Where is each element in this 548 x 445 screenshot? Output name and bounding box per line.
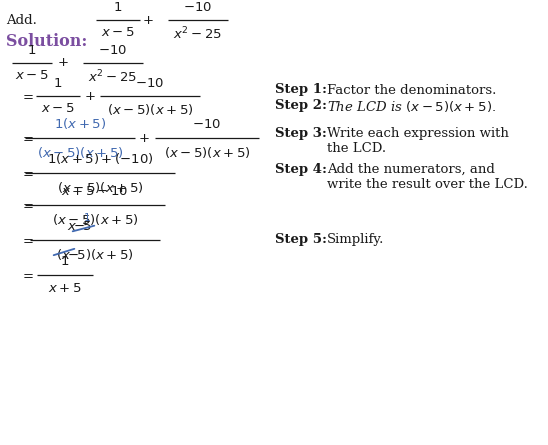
Text: $x^{2} - 25$: $x^{2} - 25$ — [174, 26, 222, 43]
Text: $1(x + 5)$: $1(x + 5)$ — [54, 116, 106, 131]
Text: $(x - 5)(x + 5)$: $(x - 5)(x + 5)$ — [107, 102, 193, 117]
Text: Step 5:: Step 5: — [275, 234, 327, 247]
Text: Simplify.: Simplify. — [327, 234, 384, 247]
Text: Step 1:: Step 1: — [275, 84, 327, 97]
Text: Step 2:: Step 2: — [275, 100, 327, 113]
Text: $(x\!\!-\!\!5)(x + 5)$: $(x\!\!-\!\!5)(x + 5)$ — [56, 247, 134, 262]
Text: $+$: $+$ — [57, 57, 69, 69]
Text: Step 4:: Step 4: — [275, 162, 327, 175]
Text: $x - 5$: $x - 5$ — [101, 26, 135, 39]
Text: $1(x + 5) + (-10)$: $1(x + 5) + (-10)$ — [47, 151, 153, 166]
Text: $-10$: $-10$ — [99, 44, 128, 57]
Text: Factor the denominators.: Factor the denominators. — [327, 84, 496, 97]
Text: $x^{2} - 25$: $x^{2} - 25$ — [88, 69, 138, 85]
Text: $(x - 5)(x + 5)$: $(x - 5)(x + 5)$ — [37, 145, 123, 160]
Text: $=$: $=$ — [20, 166, 34, 179]
Text: The LCD is $(x - 5)(x + 5).$: The LCD is $(x - 5)(x + 5).$ — [327, 98, 496, 113]
Text: $x + 5$: $x + 5$ — [48, 282, 82, 295]
Text: the LCD.: the LCD. — [327, 142, 386, 155]
Text: Add.: Add. — [6, 13, 37, 27]
Text: Solution:: Solution: — [6, 32, 87, 49]
Text: $+$: $+$ — [84, 89, 96, 102]
Text: Add the numerators, and: Add the numerators, and — [327, 162, 495, 175]
Text: $1$: $1$ — [113, 1, 123, 14]
Text: $+$: $+$ — [142, 13, 154, 27]
Text: $=$: $=$ — [20, 132, 34, 145]
Text: $-10$: $-10$ — [192, 118, 221, 131]
Text: $-10$: $-10$ — [184, 1, 213, 14]
Text: $1$: $1$ — [53, 77, 62, 90]
Text: write the result over the LCD.: write the result over the LCD. — [327, 178, 528, 190]
Text: $(x - 5)(x + 5)$: $(x - 5)(x + 5)$ — [164, 145, 250, 160]
Text: $-10$: $-10$ — [135, 77, 164, 90]
Text: $x\!\!-\!\!5$: $x\!\!-\!\!5$ — [67, 220, 93, 233]
Text: Step 3:: Step 3: — [275, 128, 327, 141]
Text: $(x - 5)(x + 5)$: $(x - 5)(x + 5)$ — [52, 212, 138, 227]
Text: $x - 5$: $x - 5$ — [15, 69, 49, 82]
Text: $+$: $+$ — [138, 132, 150, 145]
Text: $1$: $1$ — [83, 211, 91, 223]
Text: $x - 5$: $x - 5$ — [41, 102, 75, 115]
Text: $1$: $1$ — [60, 255, 70, 268]
Text: $=$: $=$ — [20, 198, 34, 211]
Text: Write each expression with: Write each expression with — [327, 128, 509, 141]
Text: $=$: $=$ — [20, 268, 34, 282]
Text: $=$: $=$ — [20, 234, 34, 247]
Text: $x + 5 - 10$: $x + 5 - 10$ — [61, 185, 129, 198]
Text: $(x - 5)(x + 5)$: $(x - 5)(x + 5)$ — [56, 180, 143, 195]
Text: $=$: $=$ — [20, 89, 34, 102]
Text: $1$: $1$ — [27, 44, 37, 57]
